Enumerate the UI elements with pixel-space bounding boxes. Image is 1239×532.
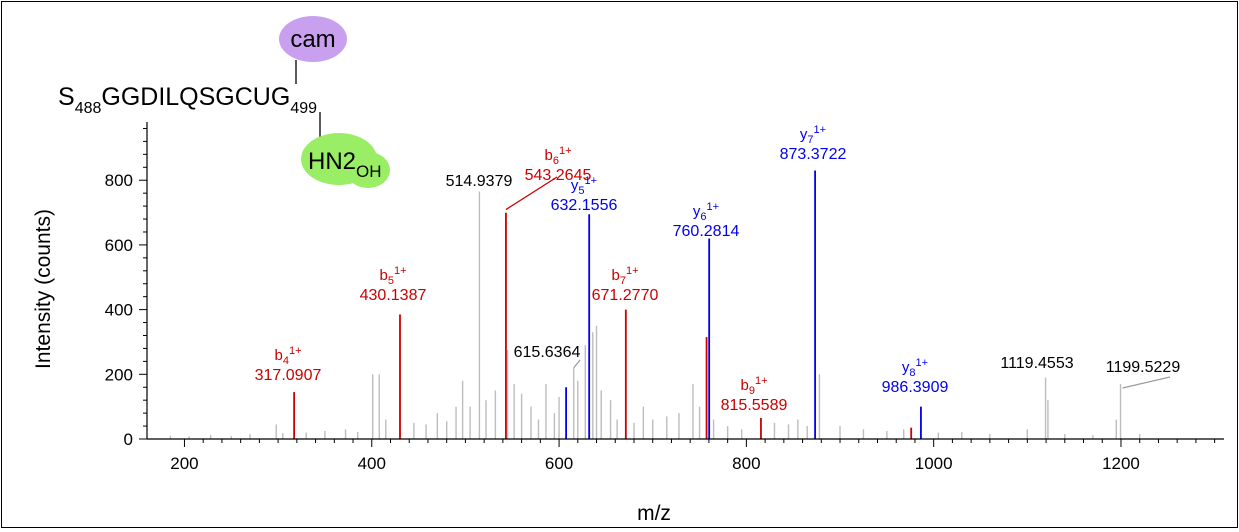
peptide-sequence: S488GGDILQSGCUG499 [58,83,317,117]
y-tick-label: 600 [105,236,133,255]
ion-name: y51+ [571,175,597,197]
peak-label-b6: b61+543.2645 [525,145,592,184]
axes-layer: 200 400 600 800 1000 1200 0 200 400 600 800 [105,122,1224,473]
unassigned-mz-label: 514.9379 [446,173,513,190]
mz-label: 873.3722 [780,146,847,163]
leader-line [1122,376,1171,389]
mz-label: 815.5589 [721,397,788,414]
cam-label: cam [290,26,335,53]
x-axis-title: m/z [637,502,671,525]
x-tick-label: 400 [358,454,386,473]
ion-name: y61+ [693,201,719,223]
x-tick-label: 1000 [915,454,953,473]
peak-label-y5: y51+632.1556 [551,175,618,214]
b6-leader-line [505,176,558,211]
peak-labels-layer: b41+317.0907 b51+430.1387 b61+543.2645 b71+… [255,124,1181,414]
x-tick-label: 200 [170,454,198,473]
mz-label: 317.0907 [255,367,322,384]
peak-label-b5: b51+430.1387 [360,265,427,304]
mz-label: 430.1387 [360,287,427,304]
mz-label: 986.3909 [882,379,949,396]
peaks-layer [169,170,1141,439]
mz-label: 760.2814 [673,223,740,240]
hn2-badge-lobe [346,152,390,188]
ion-name: y81+ [902,357,928,379]
ion-name: b61+ [544,145,571,167]
peak-label-b4: b41+317.0907 [255,345,322,384]
x-tick-label: 1200 [1102,454,1140,473]
y-tick-label: 0 [124,430,133,449]
ion-name: b51+ [379,265,406,287]
mz-label: 632.1556 [551,197,618,214]
peak-label-b7: b71+671.2770 [592,265,659,304]
y-axis-title: Intensity (counts) [32,209,55,369]
ion-name: y71+ [800,124,826,146]
ion-name: b71+ [611,265,638,287]
peak-label-y7: y71+873.3722 [780,124,847,163]
peak-label-y6: y61+760.2814 [673,201,740,240]
hn2-label: HN2OH [308,148,382,181]
peptide-annotation: cam HN2OH S488GGDILQSGCUG499 [58,16,390,188]
cam-badge [279,16,347,62]
y-tick-label: 800 [105,171,133,190]
unassigned-mz-label: 615.6364 [514,344,581,361]
ion-name: b41+ [274,345,301,367]
leader-line [573,359,581,369]
peak-label-y8: y81+986.3909 [882,357,949,396]
x-tick-label: 600 [545,454,573,473]
y-tick-label: 400 [105,301,133,320]
mz-label: 543.2645 [525,167,592,184]
x-tick-label: 800 [732,454,760,473]
y-tick-label: 200 [105,365,133,384]
ion-name: b91+ [740,375,767,397]
peak-label-b9: b91+815.5589 [721,375,788,414]
unassigned-mz-label: 1199.5229 [1106,359,1181,376]
unassigned-mz-label: 1119.4553 [1000,355,1073,372]
mz-label: 671.2770 [592,287,659,304]
